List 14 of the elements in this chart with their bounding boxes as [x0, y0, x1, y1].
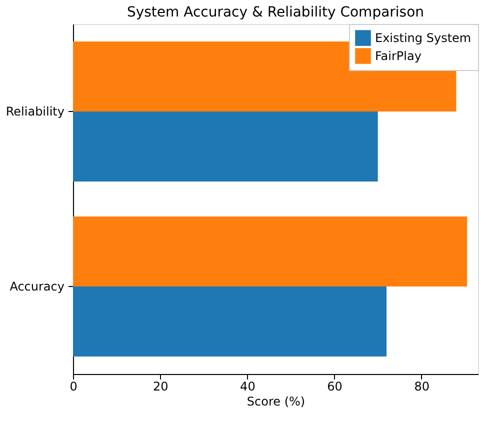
bar: [73, 286, 387, 356]
x-tick-label: 60: [327, 380, 342, 394]
x-tick-label: 20: [152, 380, 168, 394]
x-tick-label: 0: [70, 380, 78, 394]
x-axis-title: Score (%): [246, 394, 306, 408]
bar: [73, 112, 378, 182]
legend-label: FairPlay: [375, 49, 422, 63]
y-tick-label: Reliability: [6, 104, 64, 118]
x-tick-label: 80: [414, 380, 430, 394]
legend-label: Existing System: [375, 31, 472, 45]
y-tick-label: Accuracy: [10, 280, 64, 294]
chart-title: System Accuracy & Reliability Comparison: [126, 4, 424, 20]
x-tick-label: 40: [240, 380, 256, 394]
bar: [73, 216, 468, 286]
